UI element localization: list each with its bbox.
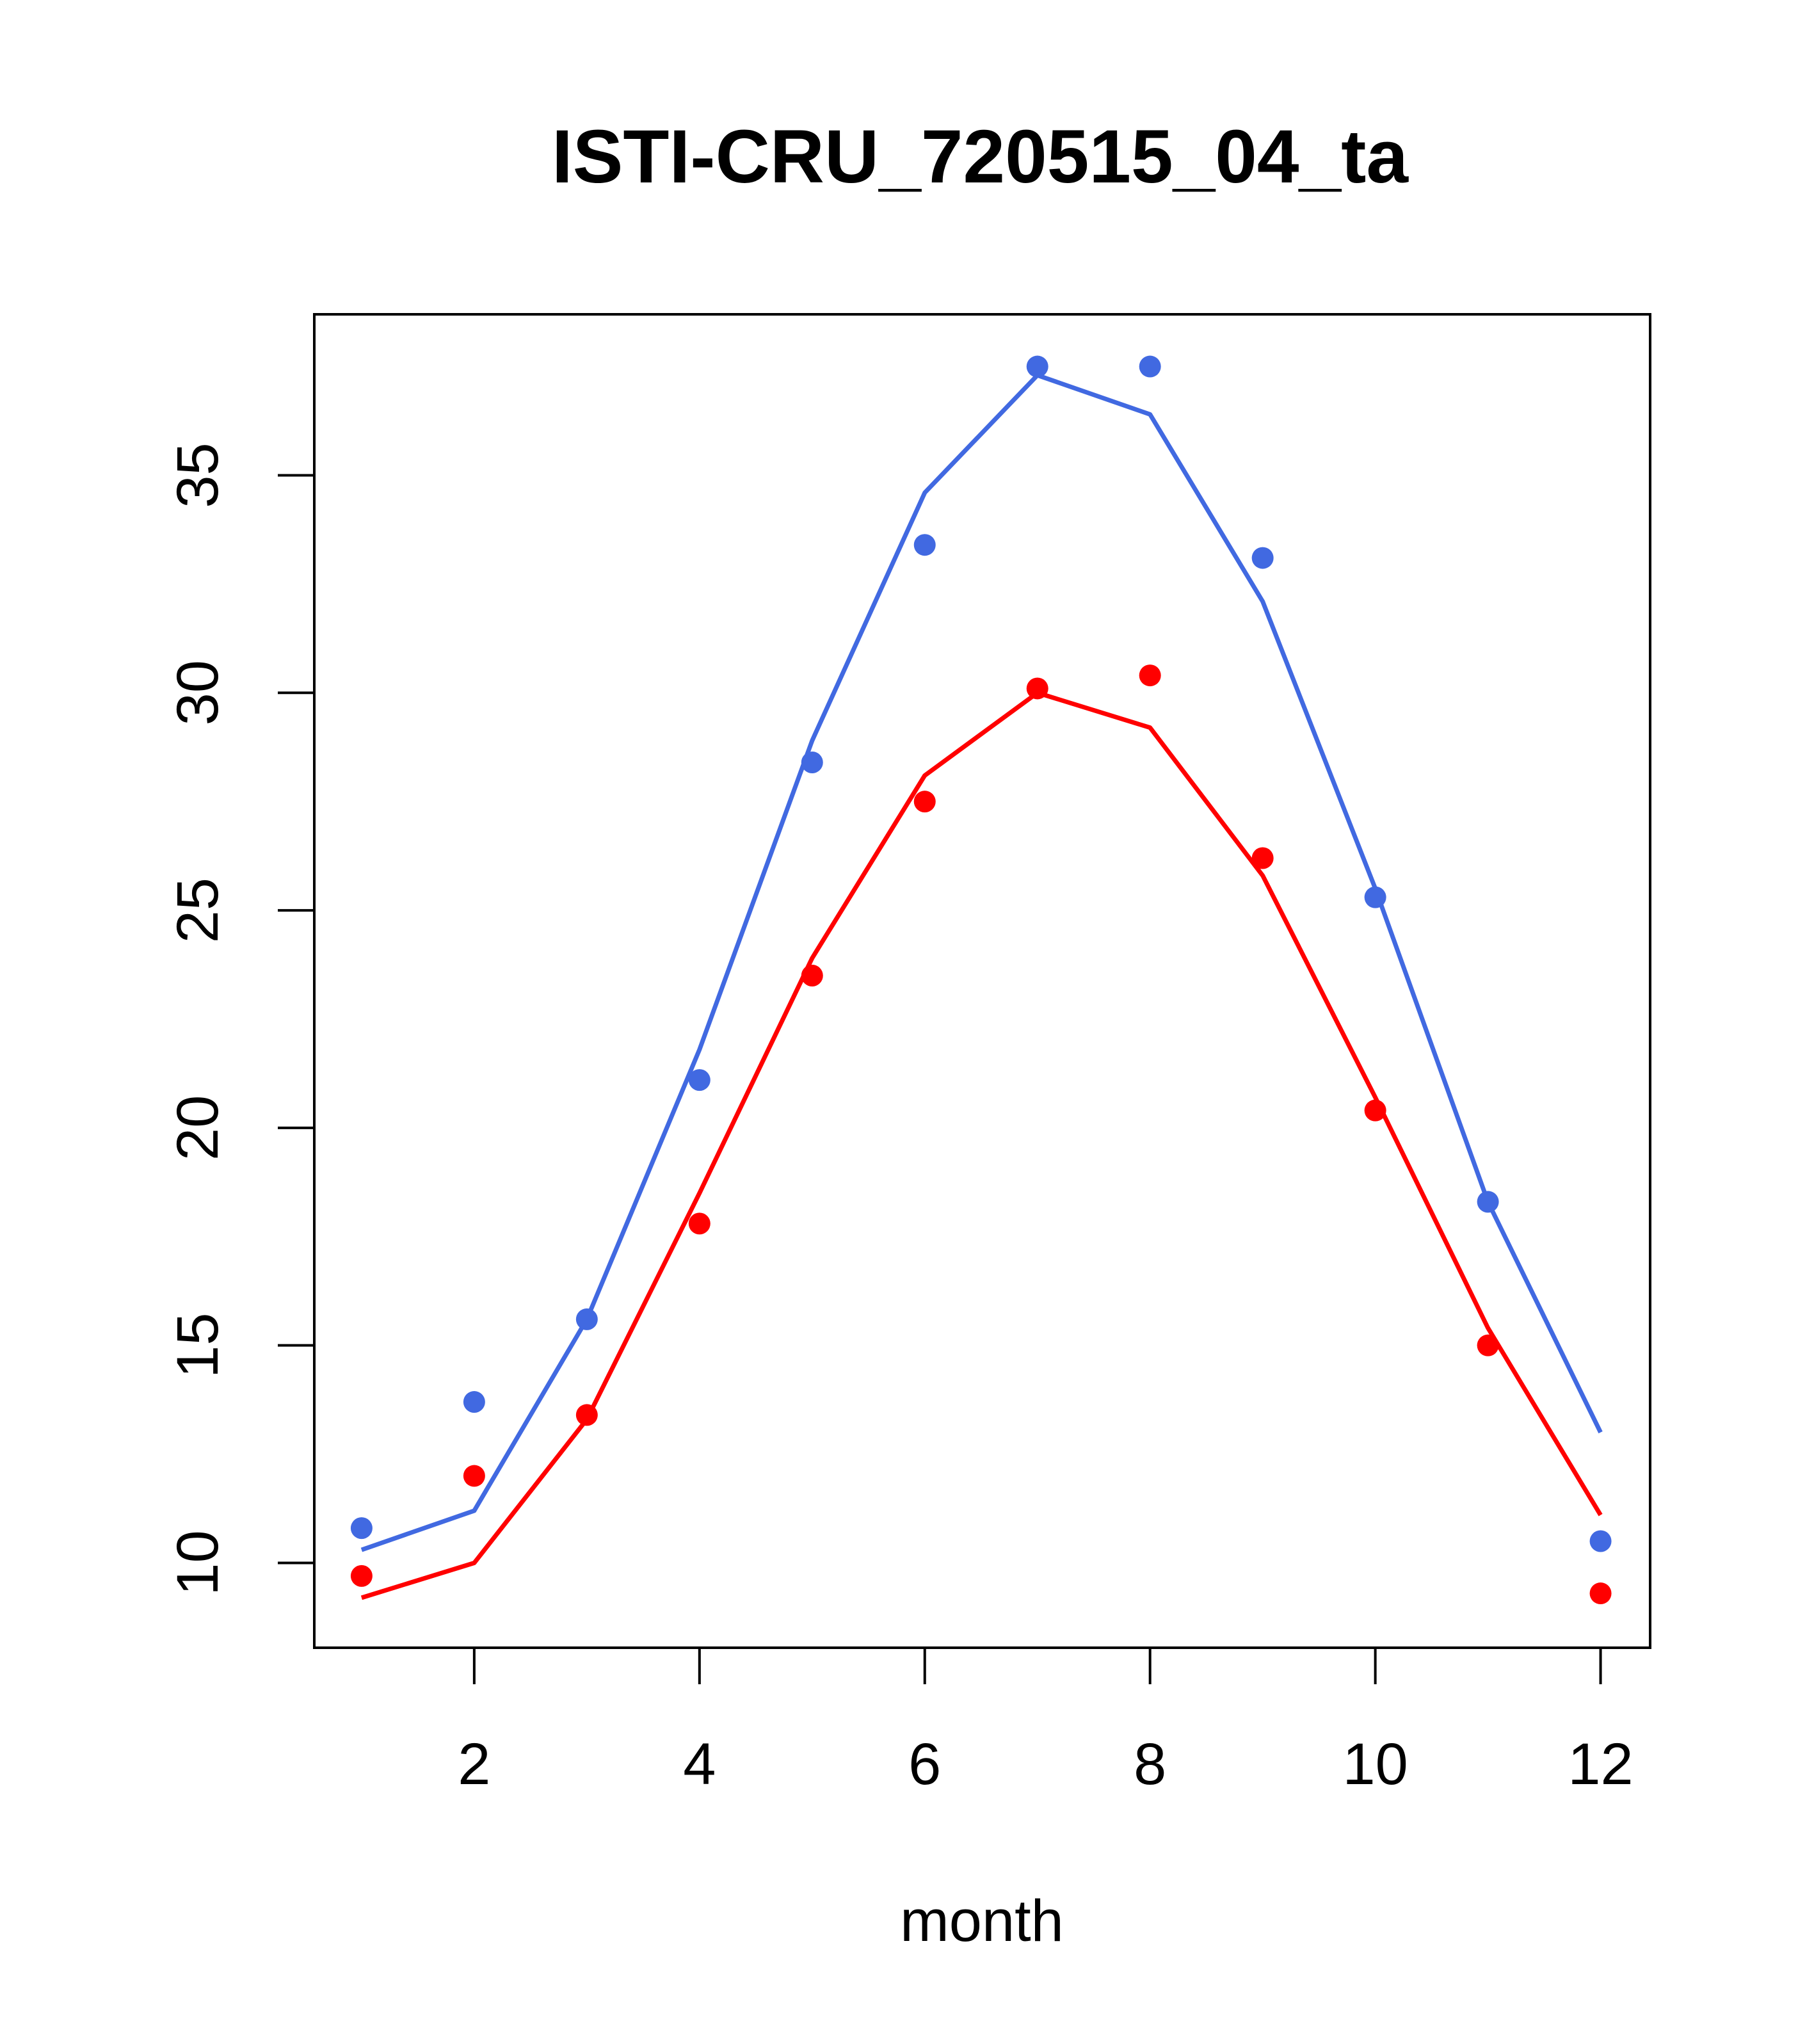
chart-title: ISTI-CRU_720515_04_ta [552,115,1409,199]
series-1-point [575,1308,598,1330]
y-axis: 10 15 20 25 30 35 [165,442,314,1596]
series-1-point [801,751,823,773]
y-tick-label: 30 [165,660,230,725]
y-tick-label: 10 [165,1530,230,1595]
x-tick-label: 6 [908,1732,941,1797]
series-lines [360,373,1603,1600]
x-tick-label: 8 [1134,1732,1166,1797]
series-2-point [1251,847,1274,869]
x-tick-label: 2 [458,1732,490,1797]
series-2-line [360,690,1603,1600]
x-axis: 2 4 6 8 10 12 [458,1648,1633,1797]
y-tick-label: 35 [165,442,230,508]
series-points [350,355,1612,1605]
series-2-point [350,1565,373,1587]
series-1-line [360,373,1603,1552]
series-2-point [1477,1334,1499,1356]
series-1-point [350,1517,373,1540]
series-1-point [1251,547,1274,569]
series-1-point [1589,1530,1612,1552]
series-2-point [1364,1099,1386,1122]
series-2-point [1139,664,1161,687]
series-1-point [463,1391,485,1413]
series-1-point [913,534,936,556]
x-tick-label: 4 [683,1732,716,1797]
y-tick-label: 25 [165,878,230,943]
series-2-point [1589,1582,1612,1605]
series-2-point [463,1465,485,1487]
y-tick-label: 15 [165,1313,230,1378]
plot-frame [313,313,1651,1649]
series-2-point [913,791,936,813]
x-tick-label: 12 [1568,1732,1633,1797]
y-tick-label: 20 [165,1095,230,1161]
series-1-point [1026,355,1048,378]
series-1-point [1364,886,1386,908]
x-axis-label: month [900,1888,1064,1954]
series-1-point [1477,1191,1499,1213]
series-1-point [688,1069,710,1091]
x-tick-label: 10 [1342,1732,1408,1797]
series-2-point [801,965,823,987]
series-2-point [688,1212,710,1235]
series-2-point [575,1404,598,1426]
series-1-point [1139,355,1161,378]
series-2-point [1026,677,1048,700]
